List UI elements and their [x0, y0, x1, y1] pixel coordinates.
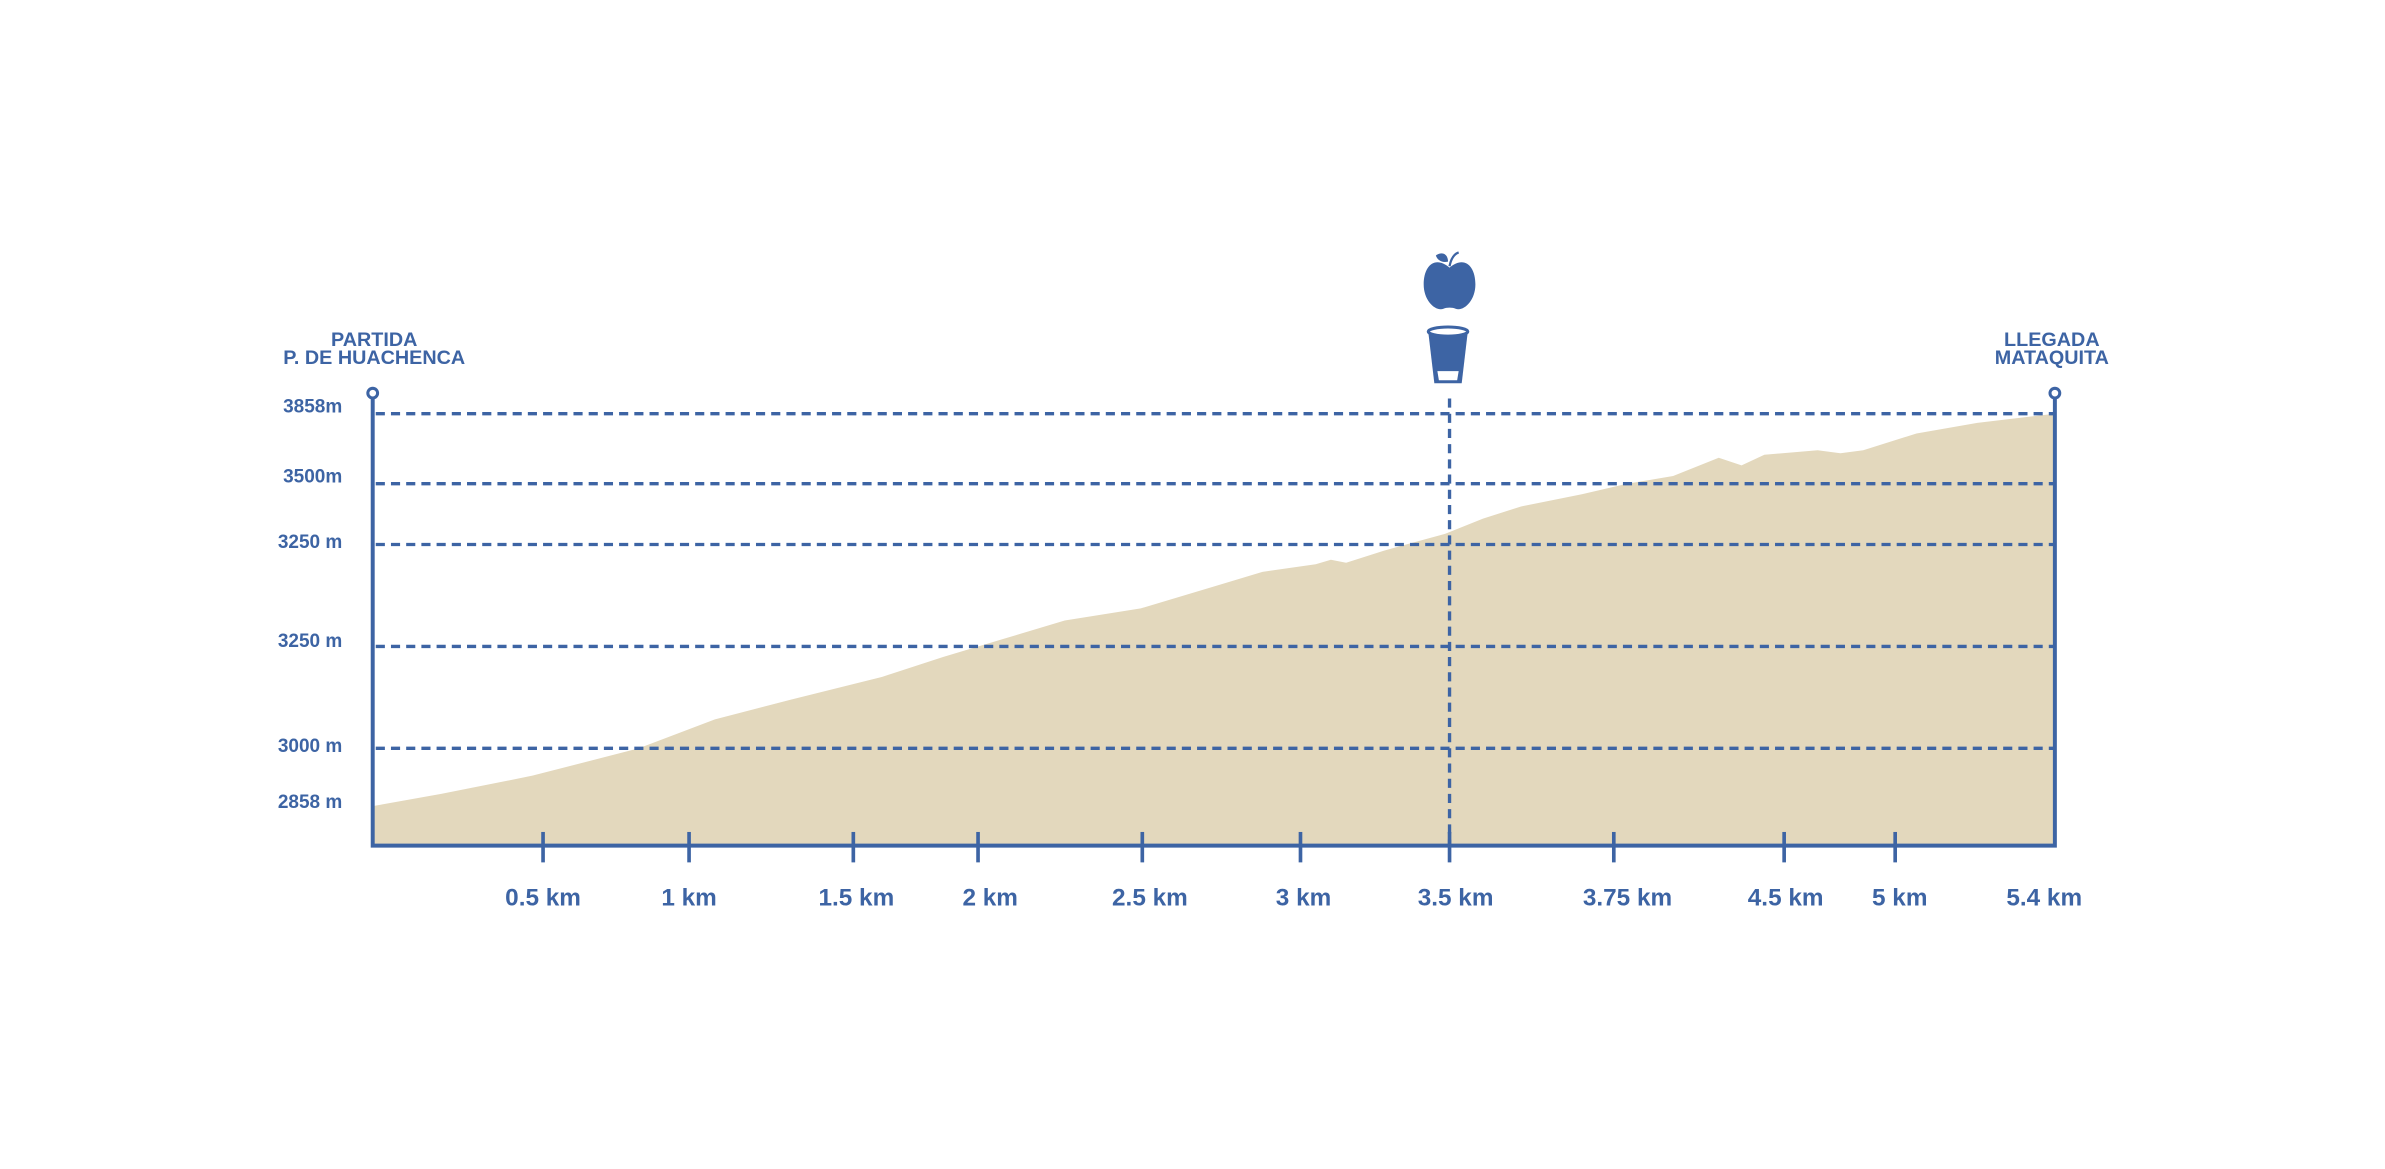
distance-label: 2.5 km [1112, 884, 1188, 911]
cup-icon [1426, 325, 1470, 384]
end-marker [2048, 386, 2062, 400]
elevation-label: 3250 m [278, 631, 342, 652]
axis-frame [370, 398, 2057, 848]
elevation-label: 3858m [283, 397, 342, 418]
end-label: MATAQUITA [1995, 347, 2109, 369]
distance-label: 3.75 km [1583, 884, 1672, 911]
labels: 3858m 3500m 3250 m 3250 m 3000 m 2858 m 0.5 km… [278, 329, 2109, 911]
distance-label: 1 km [661, 884, 716, 911]
distance-label: 1.5 km [818, 884, 894, 911]
elevation-label: 2858 m [278, 792, 342, 813]
elevation-label: 3500m [283, 467, 342, 488]
elevation-label: 3250 m [278, 532, 342, 553]
distance-label: 0.5 km [505, 884, 581, 911]
start-marker [366, 386, 380, 400]
start-label: P. DE HUACHENCA [283, 347, 465, 369]
distance-label: 5.4 km [2006, 884, 2082, 911]
distance-label: 4.5 km [1748, 884, 1824, 911]
distance-label: 3 km [1276, 884, 1331, 911]
apple-icon [1423, 251, 1476, 310]
end-label: LLEGADA [2004, 329, 2100, 351]
distance-label: 5 km [1872, 884, 1927, 911]
start-label: PARTIDA [331, 329, 417, 351]
elevation-label: 3000 m [278, 736, 342, 757]
distance-label: 2 km [962, 884, 1017, 911]
distance-label: 3.5 km [1418, 884, 1494, 911]
terrain-area [372, 413, 2055, 846]
